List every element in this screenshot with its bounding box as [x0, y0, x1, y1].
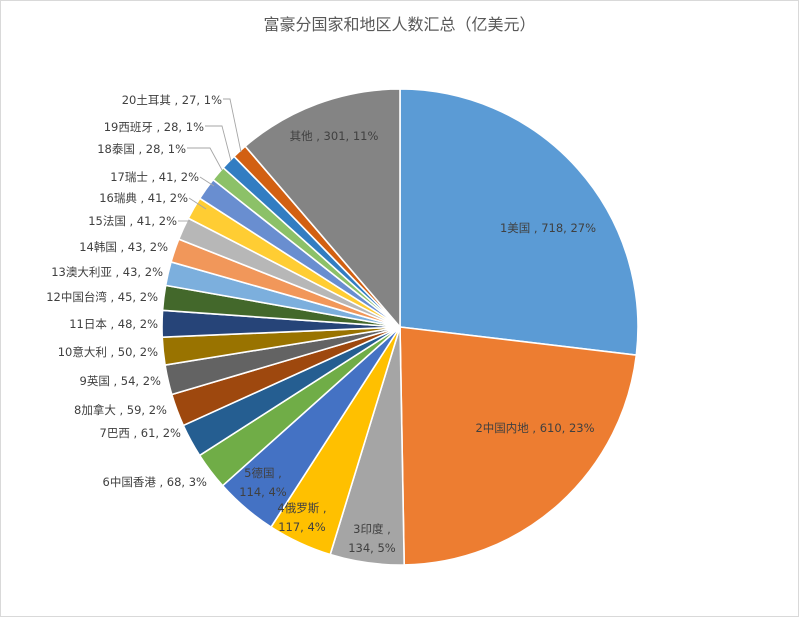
slice-data-label: 15法国 , 41, 2%	[88, 214, 177, 228]
slice-data-label: 17瑞士 , 41, 2%	[110, 170, 199, 184]
slice-data-label: 13澳大利亚 , 43, 2%	[51, 265, 163, 279]
slice-data-label: 其他 , 301, 11%	[290, 129, 379, 143]
label-leader-line	[188, 197, 207, 210]
slice-data-label: 134, 5%	[348, 541, 396, 555]
slice-data-label: 18泰国 , 28, 1%	[97, 142, 186, 156]
leader-lines	[178, 98, 242, 222]
slice-data-label: 114, 4%	[239, 485, 287, 499]
slice-data-label: 11日本 , 48, 2%	[69, 317, 158, 331]
slice-data-label: 4俄罗斯 ,	[277, 501, 326, 515]
pie-slice	[399, 88, 639, 356]
pie-slice	[399, 326, 638, 566]
data-labels: 1美国 , 718, 27% 2中国内地 , 610, 23% 3印度 , 134, …	[46, 93, 596, 555]
chart-title: 富豪分国家和地区人数汇总（亿美元）	[263, 15, 535, 34]
label-leader-line	[199, 176, 215, 187]
slice-data-label: 9英国 , 54, 2%	[80, 374, 162, 388]
slice-data-label: 20土耳其 , 27, 1%	[122, 93, 222, 107]
pie-slices	[161, 88, 639, 566]
label-leader-line	[205, 125, 232, 162]
slice-data-label: 8加拿大 , 59, 2%	[74, 403, 167, 417]
label-leader-line	[223, 98, 242, 153]
slice-data-label: 1美国 , 718, 27%	[500, 221, 596, 235]
pie-slice	[244, 88, 401, 330]
slice-data-label: 3印度 ,	[353, 522, 391, 536]
slice-data-label: 2中国内地 , 610, 23%	[475, 421, 594, 435]
slice-data-label: 19西班牙 , 28, 1%	[104, 120, 204, 134]
slice-data-label: 10意大利 , 50, 2%	[58, 345, 158, 359]
slice-data-label: 7巴西 , 61, 2%	[100, 426, 182, 440]
label-leader-line	[187, 147, 223, 171]
slice-data-label: 14韩国 , 43, 2%	[79, 240, 168, 254]
slice-data-label: 5德国 ,	[244, 466, 282, 480]
slice-data-label: 117, 4%	[278, 520, 326, 534]
slice-data-label: 12中国台湾 , 45, 2%	[46, 290, 158, 304]
slice-data-label: 6中国香港 , 68, 3%	[103, 475, 208, 489]
slice-data-label: 16瑞典 , 41, 2%	[99, 191, 188, 205]
